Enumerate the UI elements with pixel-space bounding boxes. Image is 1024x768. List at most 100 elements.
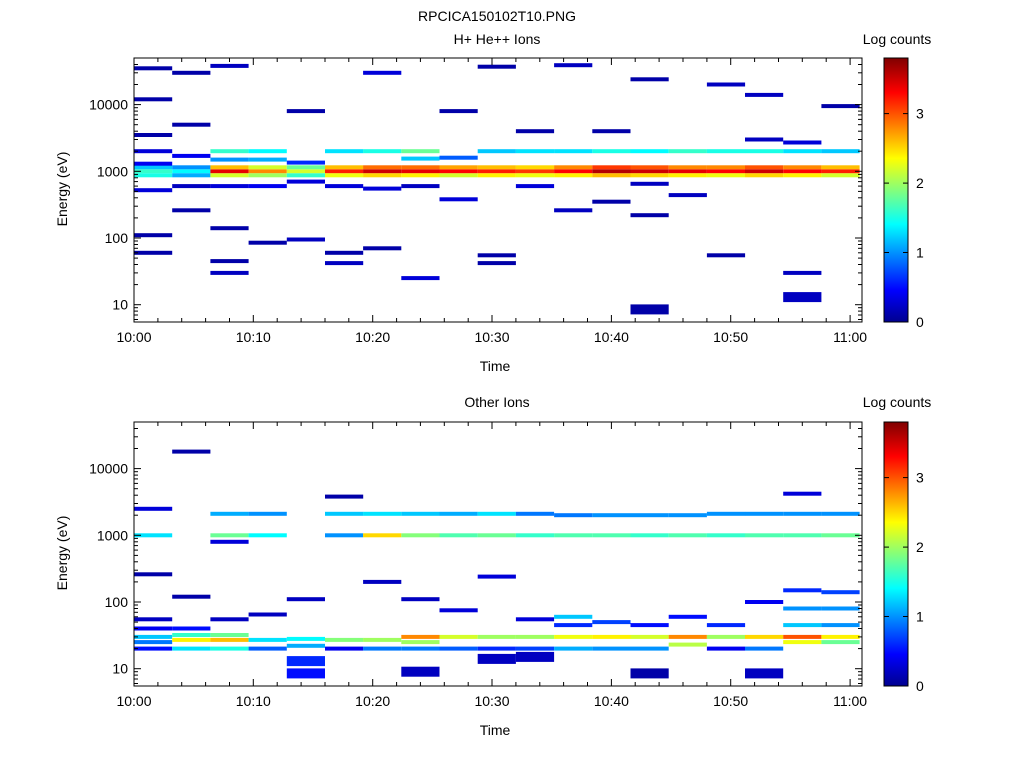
heatmap-cell [439,173,478,178]
heatmap-cell [668,614,707,619]
panel-2-colorbar [883,421,909,687]
panel-2-heatmap-cells [134,449,860,679]
heatmap-cell [745,165,784,170]
colorbar-tick-label: 1 [916,609,924,625]
heatmap-cell [783,533,822,538]
y-tick-label: 1000 [97,527,128,543]
heatmap-cell [172,184,211,189]
heatmap-cell [821,149,860,154]
heatmap-cell [821,173,860,178]
heatmap-cell [210,169,249,174]
heatmap-cell [477,533,516,538]
heatmap-cell [783,149,822,154]
heatmap-cell [821,590,860,595]
heatmap-cell [363,186,402,191]
heatmap-cell [248,637,287,642]
heatmap-cell [134,169,173,174]
heatmap-cell [248,646,287,651]
heatmap-cell [325,637,364,642]
heatmap-cell [783,292,822,303]
heatmap-cell [363,511,402,516]
heatmap-cell [706,533,746,538]
heatmap-cell [134,133,173,137]
heatmap-cell [515,169,555,174]
x-tick-label: 10:50 [713,329,748,345]
heatmap-cell [821,169,860,174]
heatmap-cell [134,149,173,154]
y-tick-label: 100 [105,594,129,610]
heatmap-cell [668,513,707,518]
heatmap-cell [515,646,555,651]
heatmap-cell [325,261,364,266]
heatmap-cell [745,668,784,679]
heatmap-cell [554,634,593,639]
panel-1-title: H+ He++ Ions [454,31,541,47]
heatmap-cell [363,533,402,538]
heatmap-cell [783,588,822,593]
heatmap-cell [630,149,669,154]
heatmap-cell [401,184,440,189]
heatmap-cell [286,636,325,641]
heatmap-cell [592,620,631,625]
heatmap-cell [783,270,822,275]
y-tick-label: 10 [112,297,128,313]
heatmap-cell [783,511,822,516]
panel-other-ions: Other Ions Log counts 10:00 10:10 10:20 10:… [54,394,931,738]
heatmap-cell [325,250,364,255]
heatmap-cell [210,165,249,170]
x-tick-label: 10:10 [236,693,271,709]
heatmap-cell [248,157,287,162]
colorbar-tick-label: 0 [916,678,924,694]
heatmap-cell [134,66,173,71]
panel-1-colorbar-ticks: 0 1 2 3 [884,106,924,330]
heatmap-cell [210,646,249,651]
x-tick-label: 10:10 [236,329,271,345]
x-tick-label: 10:30 [474,329,509,345]
figure-title: RPCICA150102T10.PNG [418,8,576,24]
heatmap-cell [401,276,440,281]
heatmap-cell [172,633,211,637]
panel-2-colorbar-label: Log counts [863,394,932,410]
heatmap-cell [134,634,173,639]
colorbar-tick-label: 3 [916,106,924,122]
heatmap-cell [210,157,249,162]
heatmap-cell [325,494,364,499]
heatmap-cell [172,122,211,127]
heatmap-cell [592,646,631,651]
heatmap-cell [134,640,173,645]
heatmap-cell [210,633,249,637]
heatmap-cell [477,253,516,258]
x-tick-label: 10:50 [713,693,748,709]
heatmap-cell [821,104,860,109]
heatmap-cell [363,246,402,251]
heatmap-cell [134,250,173,255]
heatmap-cell [592,533,631,538]
heatmap-cell [286,109,325,114]
heatmap-cell [286,656,325,667]
panel-1-colorbar-label: Log counts [863,31,932,47]
colorbar-tick-label: 2 [916,539,924,555]
plot-frame [133,57,863,323]
heatmap-cell [554,533,593,538]
heatmap-cell [706,623,746,628]
heatmap-cell [210,617,249,622]
heatmap-cell [515,149,555,154]
panel-1-y-axis-label: Energy (eV) [54,152,70,227]
heatmap-cell [783,491,822,496]
heatmap-cell [134,161,173,166]
heatmap-cell [439,165,478,170]
heatmap-cell [210,149,249,154]
heatmap-cell [210,226,249,231]
heatmap-cell [515,533,555,538]
heatmap-cell [134,533,173,538]
heatmap-cell [172,169,211,174]
heatmap-cell [668,149,707,154]
heatmap-cell [401,634,440,639]
heatmap-cell [363,637,402,642]
heatmap-cell [668,533,707,538]
heatmap-cell [515,184,555,189]
heatmap-cell [401,165,440,170]
heatmap-cell [554,173,593,178]
heatmap-cell [630,173,669,178]
heatmap-cell [248,240,287,245]
